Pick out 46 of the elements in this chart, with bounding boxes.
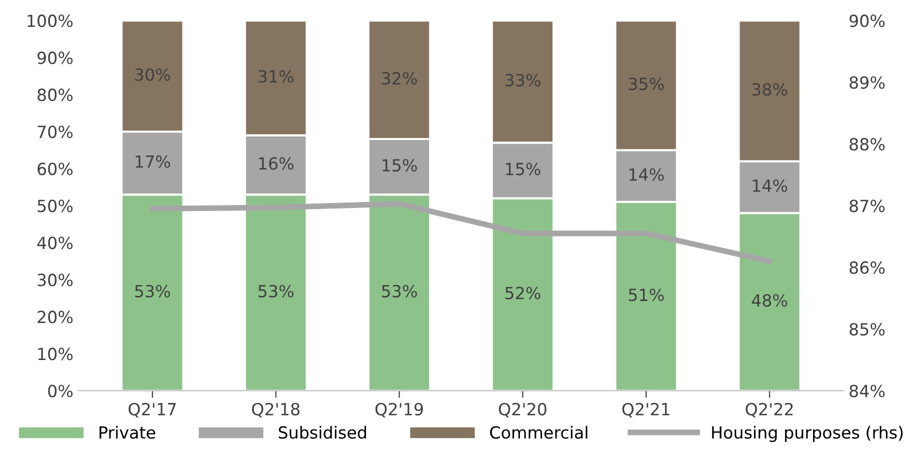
data-label: 14% — [752, 179, 788, 192]
y2-tick-label: 84% — [850, 384, 885, 398]
data-label: 38% — [752, 83, 788, 96]
x-tick-label: Q2'21 — [622, 402, 670, 418]
y2-tick-label: 90% — [850, 14, 885, 28]
x-tick-label: Q2'20 — [498, 402, 546, 418]
legend-label: Private — [100, 426, 156, 439]
y2-tick-label: 86% — [850, 261, 885, 274]
data-label: 17% — [136, 155, 170, 168]
y-tick-label: 90% — [38, 52, 73, 64]
y-tick-label: 100% — [28, 14, 73, 28]
data-label: 51% — [628, 288, 664, 302]
y-tick-label: 80% — [38, 88, 73, 102]
data-label: 53% — [135, 284, 170, 298]
y-tick-label: 0% — [48, 384, 73, 398]
legend-label: Housing purposes (rhs) — [712, 426, 903, 442]
y-tick-label: 60% — [38, 162, 73, 176]
y2-tick-label: 85% — [850, 323, 885, 336]
y2-tick-label: 89% — [850, 76, 885, 89]
data-label: 32% — [382, 72, 417, 85]
y-tick-label: 20% — [38, 310, 73, 324]
data-label: 31% — [258, 70, 294, 83]
data-label: 35% — [628, 78, 664, 90]
data-label: 15% — [506, 162, 540, 176]
data-label: 15% — [382, 159, 417, 172]
x-tick-label: Q2'18 — [252, 402, 300, 418]
data-label: 53% — [382, 284, 417, 298]
y-tick-label: 10% — [38, 348, 73, 360]
x-tick-label: Q2'17 — [128, 402, 176, 418]
data-label: 52% — [505, 286, 540, 300]
y-tick-label: 30% — [38, 274, 73, 286]
y-tick-label: 40% — [37, 236, 73, 250]
legend-label: Subsidised — [278, 426, 366, 439]
y-tick-label: 50% — [38, 200, 73, 212]
x-tick-label: Q2'22 — [746, 402, 793, 418]
data-label: 16% — [259, 157, 294, 170]
y-tick-label: 70% — [38, 126, 73, 138]
data-label: 30% — [135, 68, 170, 81]
data-label: 53% — [258, 284, 294, 298]
data-label: 48% — [752, 294, 788, 307]
data-label: 33% — [505, 74, 540, 86]
data-label: 14% — [629, 168, 664, 181]
y2-tick-label: 88% — [850, 138, 885, 151]
legend-label: Commercial — [490, 426, 588, 439]
x-tick-label: Q2'19 — [375, 402, 423, 418]
y2-tick-label: 87% — [850, 200, 885, 212]
